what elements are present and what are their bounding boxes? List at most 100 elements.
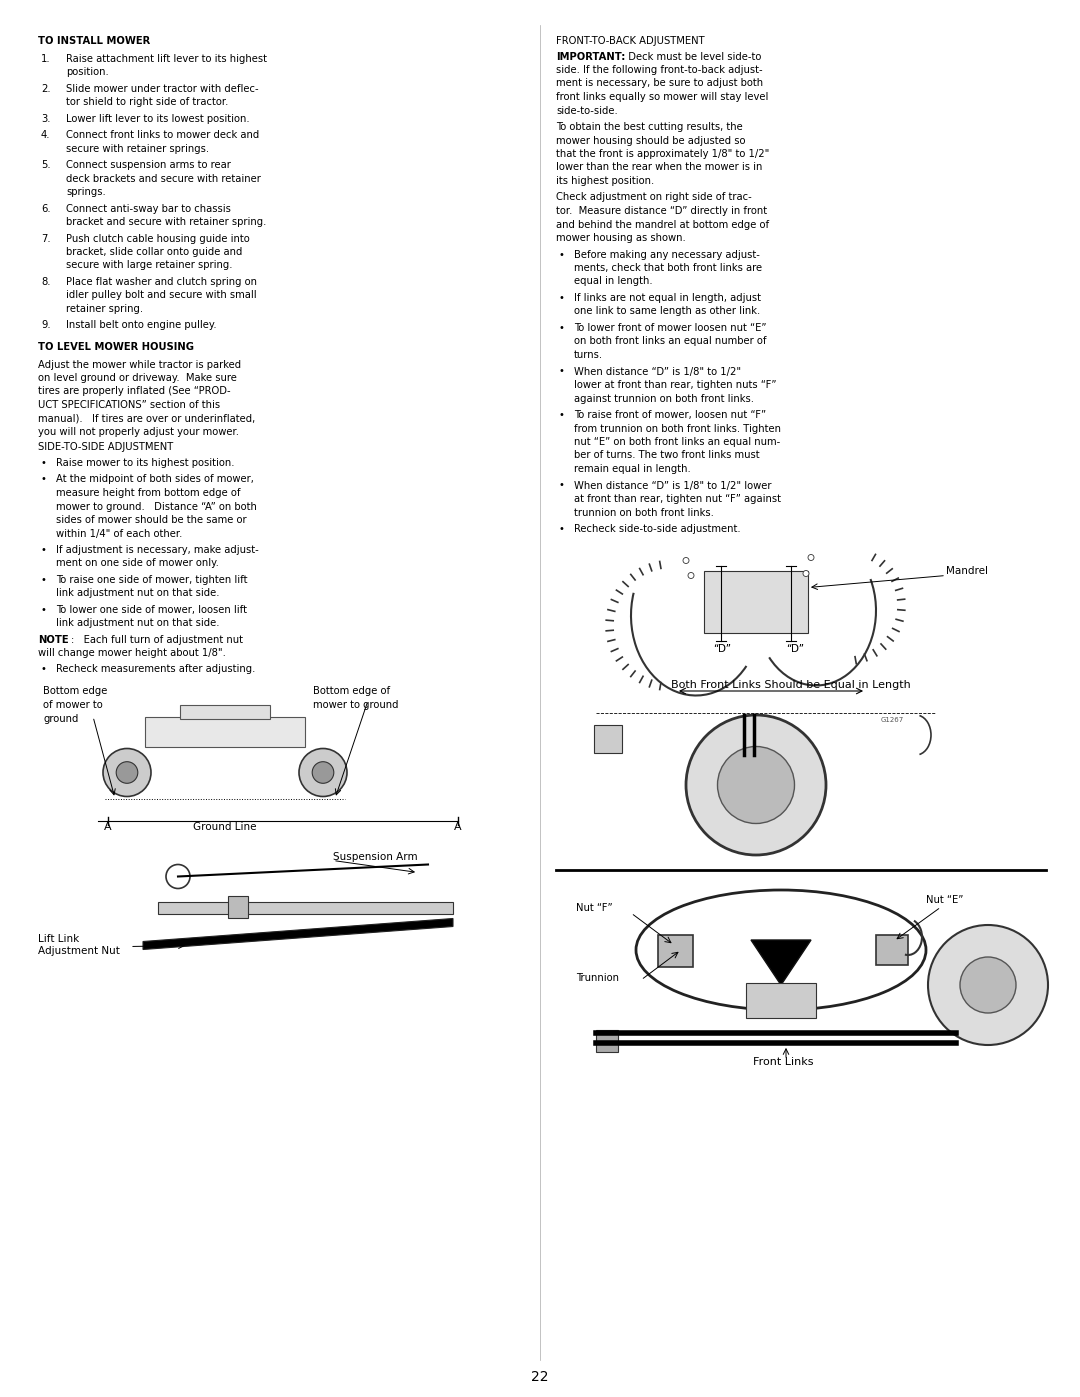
Text: on level ground or driveway.  Make sure: on level ground or driveway. Make sure (38, 373, 237, 383)
Text: tor shield to right side of tractor.: tor shield to right side of tractor. (66, 96, 228, 108)
Text: To obtain the best cutting results, the: To obtain the best cutting results, the (556, 122, 743, 131)
Text: mower to ground: mower to ground (313, 700, 399, 710)
Text: Nut “F”: Nut “F” (576, 902, 612, 914)
Text: NOTE: NOTE (38, 636, 69, 645)
Text: Connect front links to mower deck and: Connect front links to mower deck and (66, 130, 259, 140)
Text: mower housing should be adjusted so: mower housing should be adjusted so (556, 136, 745, 145)
Text: When distance “D” is 1/8" to 1/2": When distance “D” is 1/8" to 1/2" (573, 366, 741, 377)
Text: secure with retainer springs.: secure with retainer springs. (66, 144, 210, 154)
Bar (704, 570, 808, 633)
Text: remain equal in length.: remain equal in length. (573, 464, 691, 474)
Circle shape (688, 573, 694, 578)
Circle shape (960, 957, 1016, 1013)
Text: “D”: “D” (786, 644, 804, 654)
Text: on both front links an equal number of: on both front links an equal number of (573, 337, 767, 346)
Bar (228, 895, 248, 918)
Text: ments, check that both front links are: ments, check that both front links are (573, 263, 762, 272)
Text: bracket, slide collar onto guide and: bracket, slide collar onto guide and (66, 247, 242, 257)
Text: If adjustment is necessary, make adjust-: If adjustment is necessary, make adjust- (56, 545, 259, 555)
Text: Connect anti-sway bar to chassis: Connect anti-sway bar to chassis (66, 204, 231, 214)
Text: one link to same length as other link.: one link to same length as other link. (573, 306, 760, 317)
Text: A: A (104, 823, 111, 833)
Text: retainer spring.: retainer spring. (66, 305, 144, 314)
Text: front links equally so mower will stay level: front links equally so mower will stay l… (556, 92, 768, 102)
Polygon shape (751, 940, 811, 985)
Text: that the front is approximately 1/8" to 1/2": that the front is approximately 1/8" to … (556, 149, 769, 159)
Text: secure with large retainer spring.: secure with large retainer spring. (66, 260, 232, 271)
Text: idler pulley bolt and secure with small: idler pulley bolt and secure with small (66, 291, 257, 300)
Text: •: • (558, 323, 564, 332)
Text: Trunnion: Trunnion (576, 972, 619, 983)
Text: Check adjustment on right side of trac-: Check adjustment on right side of trac- (556, 193, 752, 203)
Text: will change mower height about 1/8".: will change mower height about 1/8". (38, 648, 226, 658)
Text: from trunnion on both front links. Tighten: from trunnion on both front links. Tight… (573, 423, 781, 433)
Text: 7.: 7. (41, 233, 51, 243)
Text: 3.: 3. (41, 113, 51, 123)
Text: its highest position.: its highest position. (556, 176, 654, 186)
Text: At the midpoint of both sides of mower,: At the midpoint of both sides of mower, (56, 475, 254, 485)
Bar (180, 704, 270, 718)
Circle shape (928, 925, 1048, 1045)
Text: TO LEVEL MOWER HOUSING: TO LEVEL MOWER HOUSING (38, 342, 194, 352)
Ellipse shape (636, 890, 926, 1010)
Text: 22: 22 (531, 1370, 549, 1384)
Text: Deck must be level side-to: Deck must be level side-to (622, 52, 761, 61)
Text: sides of mower should be the same or: sides of mower should be the same or (56, 515, 246, 525)
Text: turns.: turns. (573, 351, 603, 360)
Text: 4.: 4. (41, 130, 51, 140)
Text: equal in length.: equal in length. (573, 277, 652, 286)
Text: IMPORTANT:: IMPORTANT: (556, 52, 625, 61)
Text: link adjustment nut on that side.: link adjustment nut on that side. (56, 619, 219, 629)
Text: •: • (40, 545, 45, 555)
Text: Lift Link
Adjustment Nut: Lift Link Adjustment Nut (38, 935, 120, 956)
Text: Bottom edge: Bottom edge (43, 686, 107, 697)
Text: nut “E” on both front links an equal num-: nut “E” on both front links an equal num… (573, 437, 780, 447)
Text: Raise attachment lift lever to its highest: Raise attachment lift lever to its highe… (66, 53, 267, 63)
Text: To raise front of mower, loosen nut “F”: To raise front of mower, loosen nut “F” (573, 409, 766, 420)
Text: lower than the rear when the mower is in: lower than the rear when the mower is in (556, 162, 762, 172)
Text: •: • (558, 409, 564, 420)
Text: side-to-side.: side-to-side. (556, 106, 618, 116)
Text: you will not properly adjust your mower.: you will not properly adjust your mower. (38, 427, 239, 437)
Circle shape (312, 761, 334, 784)
Circle shape (683, 557, 689, 563)
Text: ground: ground (43, 714, 79, 724)
Circle shape (299, 749, 347, 796)
Text: •: • (558, 524, 564, 534)
Bar (158, 901, 453, 914)
Bar (658, 935, 693, 967)
Text: •: • (558, 366, 564, 377)
Text: lower at front than rear, tighten nuts “F”: lower at front than rear, tighten nuts “… (573, 380, 777, 390)
Text: •: • (558, 250, 564, 260)
Text: •: • (40, 605, 45, 615)
Circle shape (166, 865, 190, 888)
Text: measure height from bottom edge of: measure height from bottom edge of (56, 488, 241, 497)
Text: Raise mower to its highest position.: Raise mower to its highest position. (56, 458, 234, 468)
Text: within 1/4" of each other.: within 1/4" of each other. (56, 528, 183, 538)
Text: position.: position. (66, 67, 109, 77)
Text: springs.: springs. (66, 187, 106, 197)
Circle shape (117, 761, 138, 784)
Text: •: • (40, 458, 45, 468)
Text: To lower front of mower loosen nut “E”: To lower front of mower loosen nut “E” (573, 323, 767, 332)
Text: Push clutch cable housing guide into: Push clutch cable housing guide into (66, 233, 249, 243)
Text: •: • (558, 481, 564, 490)
Bar (746, 983, 816, 1018)
Text: Slide mower under tractor with deflec-: Slide mower under tractor with deflec- (66, 84, 258, 94)
Circle shape (808, 555, 814, 560)
Text: TO INSTALL MOWER: TO INSTALL MOWER (38, 36, 150, 46)
Text: link adjustment nut on that side.: link adjustment nut on that side. (56, 588, 219, 598)
Text: of mower to: of mower to (43, 700, 103, 710)
Text: When distance “D” is 1/8" to 1/2" lower: When distance “D” is 1/8" to 1/2" lower (573, 481, 771, 490)
Circle shape (103, 749, 151, 796)
Text: side. If the following front-to-back adjust-: side. If the following front-to-back adj… (556, 66, 762, 75)
Text: Install belt onto engine pulley.: Install belt onto engine pulley. (66, 320, 217, 331)
Text: 8.: 8. (41, 277, 51, 286)
Text: Lower lift lever to its lowest position.: Lower lift lever to its lowest position. (66, 113, 249, 123)
Text: 2.: 2. (41, 84, 51, 94)
Text: at front than rear, tighten nut “F” against: at front than rear, tighten nut “F” agai… (573, 495, 781, 504)
Text: deck brackets and secure with retainer: deck brackets and secure with retainer (66, 173, 261, 183)
Text: Before making any necessary adjust-: Before making any necessary adjust- (573, 250, 760, 260)
Text: mower to ground.   Distance “A” on both: mower to ground. Distance “A” on both (56, 502, 257, 511)
Text: Connect suspension arms to rear: Connect suspension arms to rear (66, 161, 231, 170)
